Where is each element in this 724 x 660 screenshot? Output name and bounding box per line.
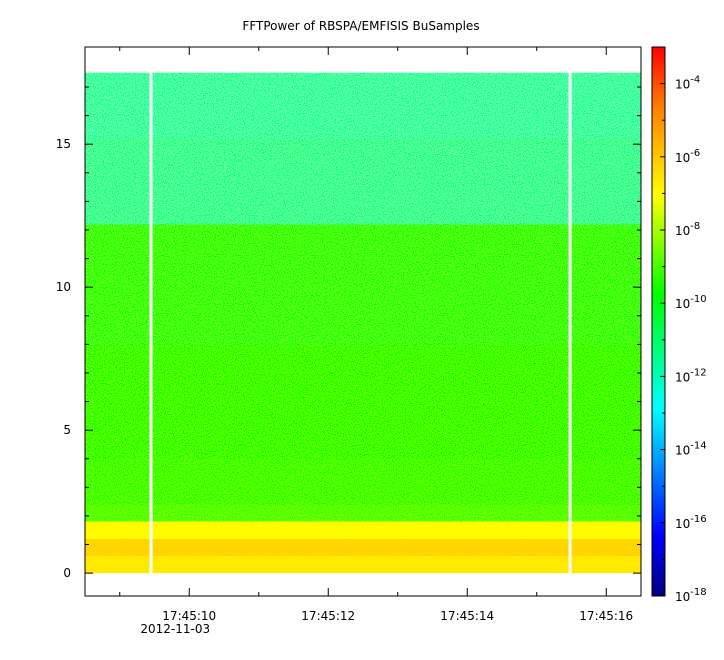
x-tick-label: 17:45:10	[162, 609, 216, 623]
colorbar: 10-4 10-6 10-8 10-10 10-12 10-14 10-16 10-18	[651, 46, 707, 604]
x-tick-date-label: 2012-11-03	[140, 622, 210, 636]
colorbar-tick-label: 10-12	[675, 367, 707, 384]
colorbar-tick-label: 10-14	[675, 441, 707, 458]
data-gap-1	[149, 72, 153, 574]
colorbar-tick-label: 10-4	[675, 75, 700, 92]
chart-title: FFTPower of RBSPA/EMFISIS BuSamples	[242, 19, 479, 33]
colorbar-tick-label: 10-6	[675, 148, 700, 165]
colorbar-tick-label: 10-10	[675, 294, 707, 311]
data-gap-2	[568, 72, 572, 574]
y-tick-label: 0	[63, 566, 71, 580]
spectrogram-image	[85, 72, 641, 574]
plot-area	[84, 46, 642, 597]
x-tick-label: 17:45:14	[440, 609, 494, 623]
y-tick-label: 10	[56, 280, 71, 294]
x-tick-label: 17:45:12	[301, 609, 355, 623]
y-tick-label: 15	[56, 137, 71, 151]
colorbar-tick-label: 10-18	[675, 587, 707, 604]
x-tick-label: 17:45:16	[579, 609, 633, 623]
plot-frame	[84, 46, 642, 597]
y-tick-label: 5	[63, 423, 71, 437]
colorbar-tick-label: 10-8	[675, 221, 700, 238]
y-axis: 0 5 10 15	[56, 86, 641, 580]
colorbar-scale	[651, 46, 666, 597]
colorbar-tick-label: 10-16	[675, 514, 707, 531]
